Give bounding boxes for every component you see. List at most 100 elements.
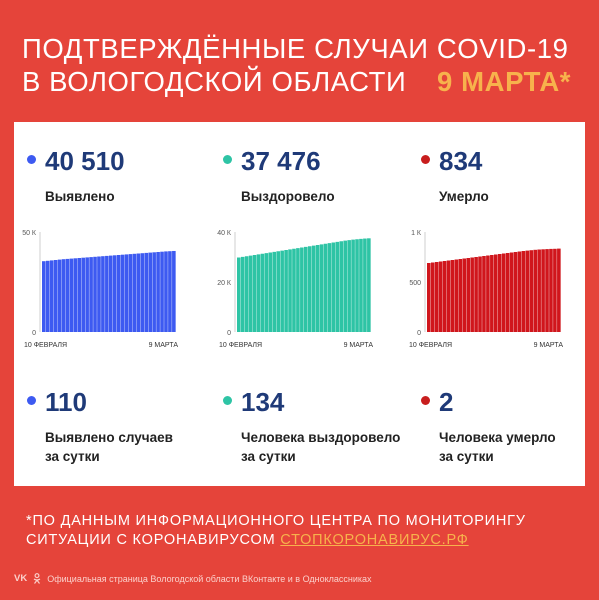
- bar: [101, 256, 105, 332]
- bar: [331, 242, 336, 332]
- bar: [517, 251, 522, 332]
- stat-dot-recovered: [223, 155, 232, 164]
- y-tick-label: 20 К: [217, 280, 232, 287]
- bar: [105, 255, 109, 332]
- bar: [450, 260, 455, 332]
- x-end-label: 9 МАРТА: [149, 342, 179, 349]
- bar: [264, 253, 269, 332]
- bar: [276, 251, 281, 332]
- bar: [541, 249, 545, 332]
- y-tick-label: 0: [417, 330, 421, 337]
- bar: [144, 252, 149, 332]
- bar: [156, 252, 160, 332]
- chart-detected: 50 К 0 10 ФЕВРАЛЯ 9 МАРТА: [22, 230, 179, 349]
- bar: [363, 238, 367, 332]
- x-start-label: 10 ФЕВРАЛЯ: [24, 342, 67, 349]
- bar: [462, 258, 467, 332]
- bar: [128, 254, 133, 332]
- bar: [434, 262, 439, 332]
- bar: [466, 258, 471, 332]
- bar: [152, 252, 156, 332]
- bar: [288, 249, 292, 332]
- bar: [65, 258, 70, 332]
- bar: [442, 261, 447, 332]
- bar: [248, 255, 253, 332]
- bar: [533, 249, 538, 332]
- x-start-label: 10 ФЕВРАЛЯ: [409, 342, 452, 349]
- chart-recovered: 40 К 20 К 0 10 ФЕВРАЛЯ 9 МАРТА: [217, 230, 373, 349]
- bar: [497, 254, 502, 332]
- footer-source-line-1: *ПО ДАННЫМ ИНФОРМАЦИОННОГО ЦЕНТРА ПО МОН…: [26, 513, 526, 529]
- bar: [513, 252, 518, 332]
- bar: [355, 239, 359, 332]
- bar: [470, 257, 474, 332]
- bar: [343, 240, 348, 332]
- bar: [164, 251, 168, 332]
- bar: [77, 258, 82, 332]
- stat-label-detected: Выявлено: [45, 189, 115, 204]
- bar: [549, 248, 553, 332]
- bar: [292, 248, 296, 332]
- bar: [69, 258, 74, 332]
- stopcoronavirus-link[interactable]: СТОПКОРОНАВИРУС.РФ: [280, 532, 469, 548]
- bar: [545, 249, 549, 332]
- bar: [168, 251, 172, 332]
- daily-value-deaths: 2: [439, 387, 454, 417]
- bar: [296, 248, 300, 332]
- x-start-label: 10 ФЕВРАЛЯ: [219, 342, 262, 349]
- vk-icon[interactable]: VK: [14, 573, 28, 584]
- bar: [367, 238, 371, 332]
- stat-label-deaths: Умерло: [439, 189, 489, 204]
- bar: [89, 257, 93, 332]
- y-tick-label: 50 К: [22, 230, 37, 237]
- bar: [474, 257, 478, 332]
- bar: [252, 255, 257, 332]
- bar: [521, 251, 526, 332]
- bar: [53, 260, 58, 332]
- bar: [85, 257, 89, 332]
- bar: [430, 262, 435, 332]
- bar: [335, 241, 340, 332]
- daily-dot-detected: [27, 396, 36, 405]
- y-tick-label: 0: [227, 330, 231, 337]
- y-tick-label: 1 К: [411, 230, 422, 237]
- bar: [132, 253, 137, 332]
- bar: [280, 250, 284, 332]
- bar: [42, 261, 46, 332]
- bar: [319, 244, 324, 332]
- bar: [501, 253, 506, 332]
- header: ПОДТВЕРЖДЁННЫЕ СЛУЧАИ COVID-19 В ВОЛОГОД…: [0, 0, 599, 122]
- stat-dot-deaths: [421, 155, 430, 164]
- daily-label-deaths-2: за сутки: [439, 449, 494, 464]
- bar: [49, 260, 54, 332]
- bar: [97, 256, 101, 332]
- bar: [172, 250, 176, 332]
- footer-source-line-2: СИТУАЦИИ С КОРОНАВИРУСОМ СТОПКОРОНАВИРУС…: [26, 532, 469, 548]
- bar: [339, 241, 344, 332]
- daily-dot-deaths: [421, 396, 430, 405]
- bar: [427, 263, 431, 332]
- bar: [256, 254, 261, 332]
- daily-label-deaths-1: Человека умерло: [439, 430, 556, 445]
- bar: [272, 251, 277, 332]
- daily-label-recovered-2: за сутки: [241, 449, 296, 464]
- odnoklassniki-icon[interactable]: [33, 573, 41, 584]
- bar: [120, 254, 125, 332]
- bar: [300, 247, 304, 332]
- bar: [323, 243, 328, 332]
- bar: [284, 250, 288, 332]
- bar: [237, 257, 241, 332]
- daily-label-recovered-1: Человека выздоровело: [241, 430, 401, 445]
- bar: [525, 250, 530, 332]
- daily-label-detected-1: Выявлено случаев: [45, 430, 173, 445]
- bar: [307, 246, 312, 332]
- bar: [509, 252, 514, 332]
- bar: [458, 259, 463, 332]
- bar: [478, 256, 482, 332]
- bar: [446, 260, 451, 332]
- title-line-1: ПОДТВЕРЖДЁННЫЕ СЛУЧАИ COVID-19: [22, 33, 569, 64]
- social-caption: Официальная страница Вологодской области…: [47, 573, 372, 584]
- bar: [315, 245, 320, 332]
- bar: [351, 239, 355, 332]
- bar: [109, 255, 113, 332]
